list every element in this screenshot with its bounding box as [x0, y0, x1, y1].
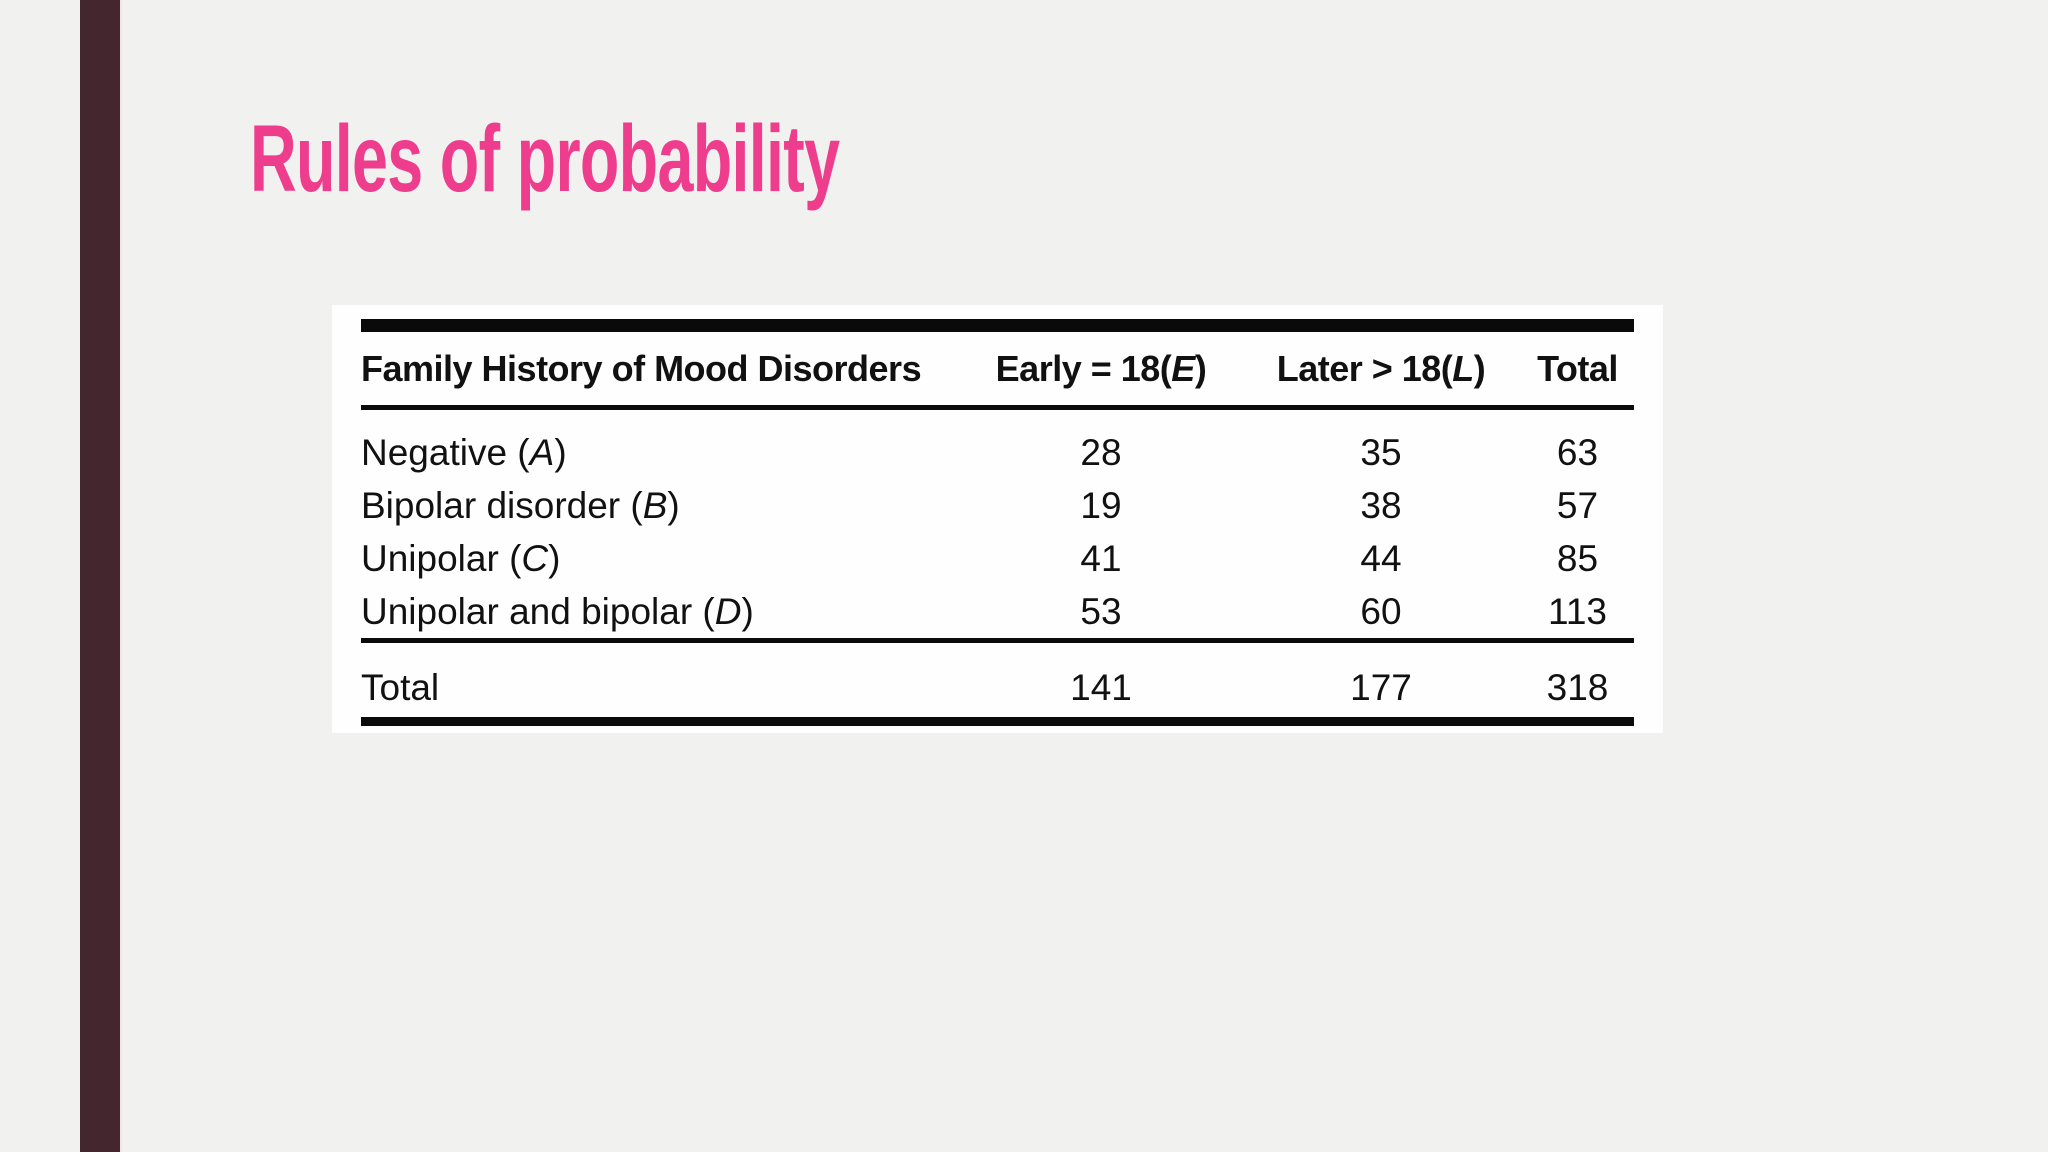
col-header-early-close: ): [1194, 347, 1207, 389]
cell-early: 19: [1080, 484, 1122, 526]
cell-early: 53: [1080, 590, 1122, 632]
cell-total: 113: [1548, 590, 1607, 632]
cell-later: 38: [1360, 484, 1402, 526]
cell-total: 63: [1556, 431, 1599, 473]
row-label-var: B: [642, 484, 668, 526]
row-label: Unipolar and bipolar (D): [361, 591, 961, 633]
row-label: Bipolar disorder (B): [361, 485, 961, 527]
cell-total: 57: [1556, 484, 1599, 526]
cell-grand-total: 318: [1546, 667, 1609, 708]
row-label-close: ): [741, 590, 754, 632]
table-top-rule: [361, 319, 1634, 332]
row-label: Unipolar (C): [361, 538, 961, 580]
total-divider-rule: [361, 638, 1634, 643]
col-header-family-history: Family History of Mood Disorders: [361, 347, 922, 389]
cell-later: 35: [1360, 431, 1402, 473]
col-header-later: Later > 18(L): [1241, 348, 1521, 390]
table-header-row: Family History of Mood Disorders Early =…: [361, 332, 1634, 405]
cell-later: 44: [1360, 537, 1402, 579]
cell-later-total: 177: [1350, 667, 1412, 708]
table-bottom-rule: [361, 717, 1634, 726]
table-top-spacer: [361, 305, 1634, 319]
cell-total: 85: [1556, 537, 1599, 579]
row-label-close: ): [554, 431, 567, 473]
row-label-close: ): [667, 484, 680, 526]
cell-later: 60: [1360, 590, 1402, 632]
table-row-unipolar: Unipolar (C) 41 44 85: [361, 532, 1634, 585]
col-header-total: Total: [1537, 347, 1618, 389]
row-label: Negative (A): [361, 432, 961, 474]
table-body: Negative (A) 28 35 63 Bipolar disorder (…: [361, 410, 1634, 638]
row-label-text: Unipolar and bipolar (: [361, 590, 715, 632]
row-label-var: D: [714, 590, 742, 632]
row-label-close: ): [548, 537, 561, 579]
row-label-text: Unipolar (: [361, 537, 522, 579]
mood-disorders-table: Family History of Mood Disorders Early =…: [332, 305, 1663, 733]
slide-title: Rules of probability: [250, 106, 840, 212]
row-label-text: Negative (: [361, 431, 530, 473]
left-accent-bar: [80, 0, 122, 1152]
row-label-var: A: [529, 431, 555, 473]
col-header-later-var: L: [1452, 347, 1474, 389]
row-label-text: Bipolar disorder (: [361, 484, 643, 526]
table-row-unipolar-and-bipolar: Unipolar and bipolar (D) 53 60 113: [361, 585, 1634, 638]
cell-early: 28: [1080, 431, 1122, 473]
cell-early: 41: [1080, 537, 1122, 579]
col-header-later-close: ): [1473, 347, 1486, 389]
table-total-row: Total 141 177 318: [361, 643, 1634, 717]
row-label-var: C: [521, 537, 549, 579]
col-header-early: Early = 18(E): [961, 348, 1241, 390]
table-row-bipolar: Bipolar disorder (B) 19 38 57: [361, 479, 1634, 532]
cell-early-total: 141: [1070, 667, 1132, 708]
total-row-label: Total: [361, 667, 440, 708]
col-header-later-text: Later > 18(: [1276, 347, 1453, 389]
col-header-early-var: E: [1171, 347, 1195, 389]
table-row-negative: Negative (A) 28 35 63: [361, 426, 1634, 479]
header-divider-rule: [361, 405, 1634, 410]
col-header-early-text: Early = 18(: [995, 347, 1172, 389]
